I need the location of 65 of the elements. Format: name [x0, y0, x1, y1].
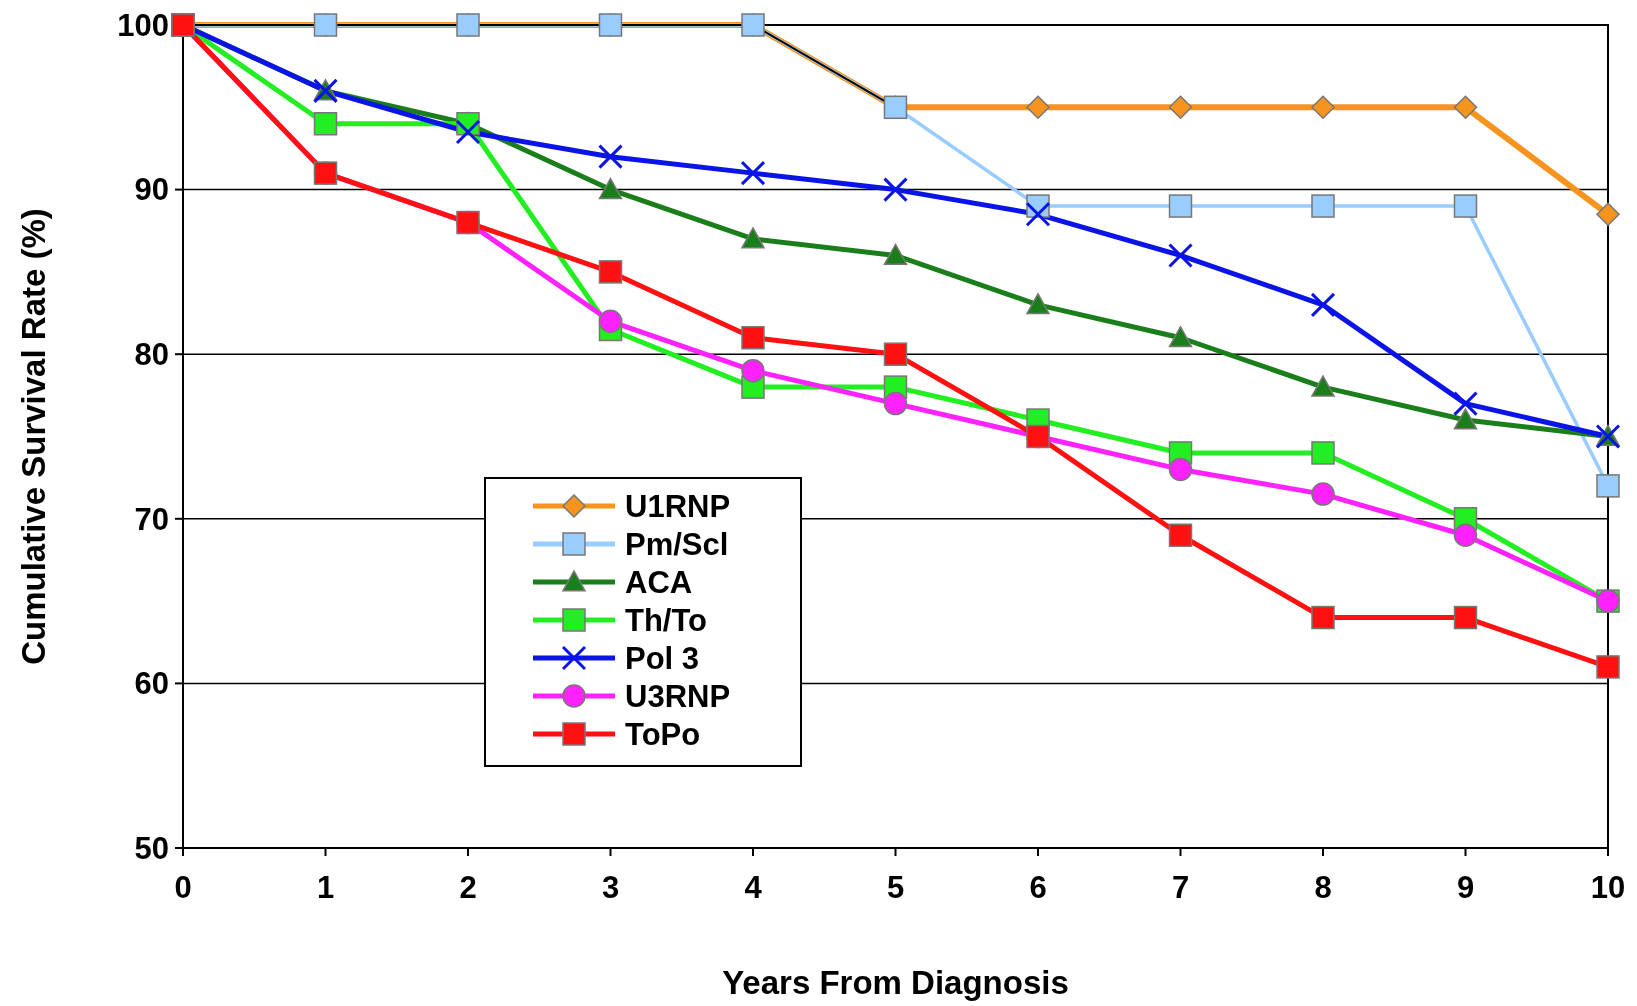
- x-tick-label: 8: [1314, 870, 1332, 905]
- point: [598, 309, 623, 334]
- x-tick-label: 6: [1029, 870, 1047, 905]
- x-tick-label: 4: [744, 870, 763, 905]
- point: [883, 391, 908, 416]
- y-tick-label: 90: [134, 172, 169, 208]
- legend-label: Th/To: [625, 602, 708, 638]
- point: [455, 119, 481, 145]
- point: [313, 112, 338, 136]
- x-tick-label: 0: [174, 870, 192, 905]
- point: [883, 342, 908, 366]
- point: [1596, 655, 1620, 679]
- point: [1311, 194, 1335, 218]
- point: [598, 144, 623, 170]
- point: [1453, 408, 1478, 430]
- point: [1311, 441, 1335, 465]
- y-tick-label: 50: [134, 830, 169, 866]
- point: [598, 177, 623, 200]
- x-tick-label: 10: [1590, 870, 1626, 905]
- point: [1311, 605, 1335, 630]
- point: [598, 260, 623, 284]
- point: [1026, 95, 1050, 120]
- x-tick-label: 9: [1456, 870, 1475, 905]
- point: [741, 325, 765, 350]
- point: [1311, 95, 1335, 120]
- y-tick-label: 60: [134, 666, 169, 702]
- point: [740, 160, 766, 186]
- point: [1453, 523, 1478, 548]
- point: [1453, 605, 1478, 630]
- y-tick-label: 80: [134, 337, 169, 373]
- point: [1310, 292, 1336, 318]
- point: [1168, 523, 1193, 548]
- point: [1453, 194, 1478, 218]
- x-axis-title: Years From Diagnosis: [722, 964, 1069, 1001]
- point: [1311, 482, 1335, 506]
- x-tick-label: 2: [459, 870, 477, 905]
- point: [1168, 194, 1193, 218]
- point: [1168, 242, 1193, 268]
- point: [883, 243, 908, 265]
- point: [1311, 375, 1335, 397]
- point: [741, 358, 765, 383]
- y-axis-title: Cumulative Survival Rate (%): [15, 208, 52, 665]
- point: [1596, 474, 1620, 498]
- x-tick-label: 7: [1171, 870, 1190, 905]
- legend-label: U3RNP: [625, 678, 731, 714]
- legend-label: ACA: [625, 564, 693, 600]
- legend-label: Pm/Scl: [625, 526, 729, 562]
- point: [1026, 293, 1050, 315]
- point: [1453, 95, 1478, 120]
- point: [1453, 391, 1478, 417]
- legend-label: ToPo: [625, 716, 701, 752]
- point: [1168, 325, 1193, 348]
- point: [741, 227, 765, 249]
- x-tick-label: 1: [316, 870, 335, 905]
- x-tick-label: 5: [886, 870, 905, 905]
- x-tick-label: 3: [601, 870, 620, 905]
- point: [1168, 95, 1193, 120]
- legend-label: U1RNP: [625, 488, 731, 524]
- y-tick-label: 70: [134, 501, 169, 537]
- point: [1596, 202, 1620, 227]
- legend-label: Pol 3: [625, 640, 700, 676]
- point: [1168, 457, 1193, 482]
- y-tick-label: 100: [117, 7, 169, 43]
- point: [1025, 201, 1051, 227]
- point: [883, 177, 908, 203]
